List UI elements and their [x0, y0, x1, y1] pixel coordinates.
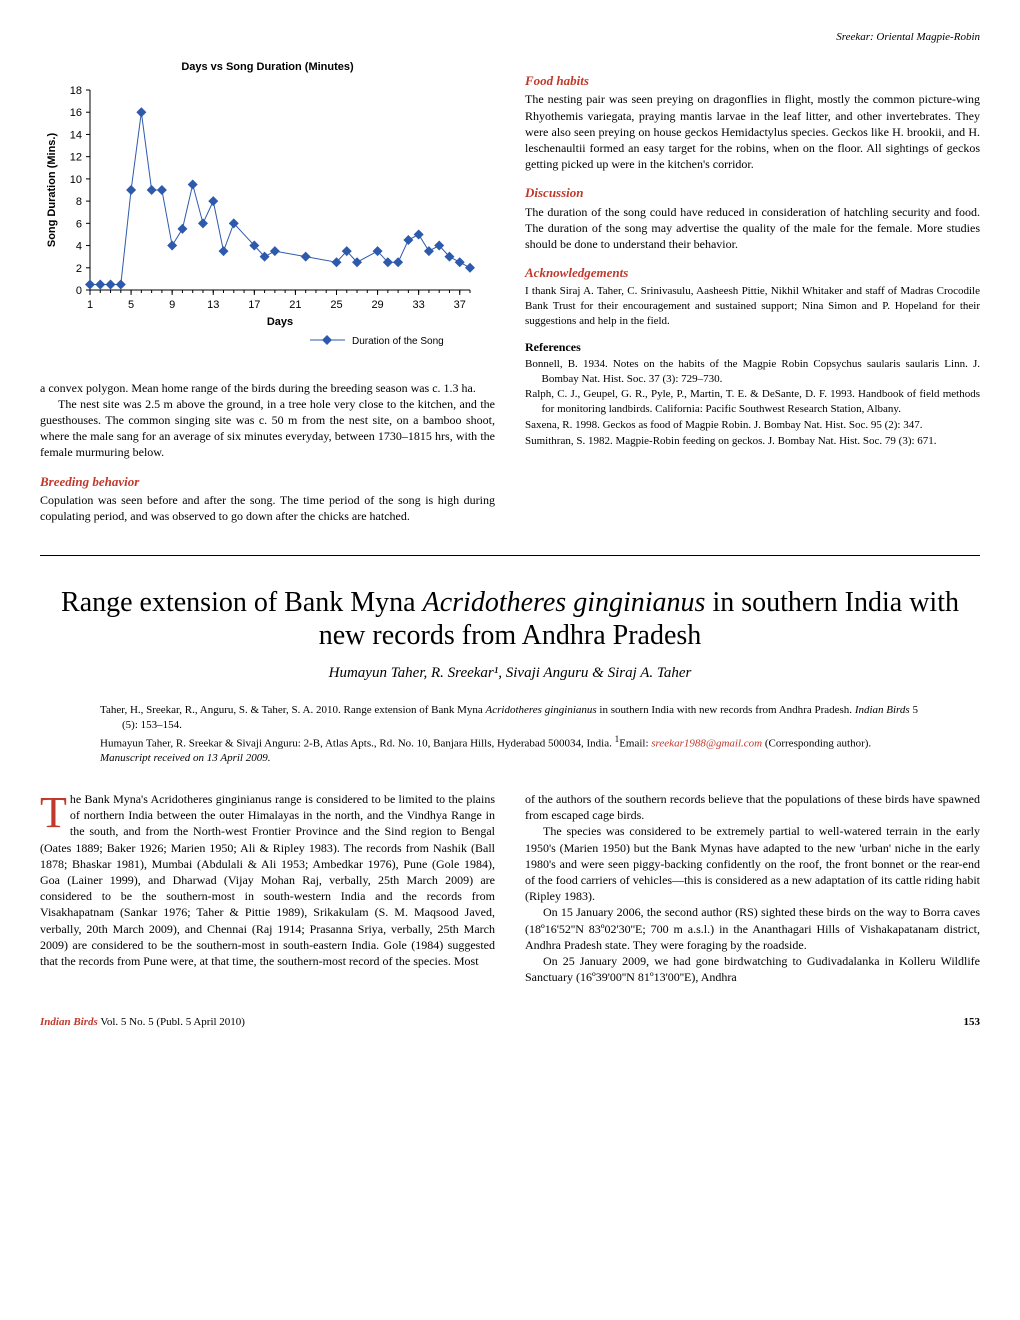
svg-text:1: 1 — [87, 299, 93, 311]
reference-item: Sumithran, S. 1982. Magpie-Robin feeding… — [525, 434, 980, 449]
running-head: Sreekar: Oriental Magpie-Robin — [40, 30, 980, 45]
svg-text:2: 2 — [76, 262, 82, 274]
para-nest: The nest site was 2.5 m above the ground… — [40, 396, 495, 461]
article2-right-col: of the authors of the southern records b… — [525, 791, 980, 985]
breeding-body: Copulation was seen before and after the… — [40, 492, 495, 524]
dropcap: T — [40, 791, 70, 831]
discussion-head: Discussion — [525, 184, 980, 202]
svg-text:18: 18 — [70, 85, 82, 97]
svg-text:5: 5 — [128, 299, 134, 311]
para-convex: a convex polygon. Mean home range of the… — [40, 380, 495, 396]
discussion-body: The duration of the song could have redu… — [525, 204, 980, 253]
citation-3: Manuscript received on 13 April 2009. — [100, 751, 920, 766]
article2-left-col: The Bank Myna's Acridotheres ginginianus… — [40, 791, 495, 985]
svg-text:6: 6 — [76, 218, 82, 230]
reference-item: Bonnell, B. 1934. Notes on the habits of… — [525, 357, 980, 387]
svg-text:Song Duration (Mins.): Song Duration (Mins.) — [46, 132, 58, 247]
article2-para1: The Bank Myna's Acridotheres ginginianus… — [40, 791, 495, 969]
svg-text:33: 33 — [413, 299, 425, 311]
article2-authors: Humayun Taher, R. Sreekar¹, Sivaji Angur… — [40, 663, 980, 683]
svg-text:21: 21 — [289, 299, 301, 311]
svg-text:29: 29 — [371, 299, 383, 311]
chart-svg: 0 2 4 6 8 10 12 14 16 18 1 5 9 13 17 21 25 29 33 37 Days Song… — [40, 80, 480, 360]
svg-text:Duration of the Song: Duration of the Song — [352, 336, 444, 347]
citation-1: Taher, H., Sreekar, R., Anguru, S. & Tah… — [100, 703, 920, 733]
right-column: Food habits The nesting pair was seen pr… — [525, 60, 980, 525]
article2-para-r4: On 25 January 2009, we had gone birdwatc… — [525, 953, 980, 985]
citation-block: Taher, H., Sreekar, R., Anguru, S. & Tah… — [100, 703, 920, 766]
song-duration-chart: 0 2 4 6 8 10 12 14 16 18 1 5 9 13 17 21 25 29 33 37 Days Song… — [40, 80, 495, 360]
left-column: Days vs Song Duration (Minutes) 0 2 4 6 8 10 1… — [40, 60, 495, 525]
svg-text:0: 0 — [76, 285, 82, 297]
svg-text:14: 14 — [70, 129, 82, 141]
citation-2: Humayun Taher, R. Sreekar & Sivaji Angur… — [100, 733, 920, 752]
article2-title: Range extension of Bank Myna Acridothere… — [40, 586, 980, 653]
reference-item: Saxena, R. 1998. Geckos as food of Magpi… — [525, 418, 980, 433]
svg-text:9: 9 — [169, 299, 175, 311]
breeding-head: Breeding behavior — [40, 473, 495, 491]
svg-text:17: 17 — [248, 299, 260, 311]
svg-text:8: 8 — [76, 196, 82, 208]
corresponding-email: sreekar1988@gmail.com — [651, 737, 762, 749]
ack-body: I thank Siraj A. Taher, C. Srinivasulu, … — [525, 284, 980, 329]
footer-left: Indian Birds Vol. 5 No. 5 (Publ. 5 April… — [40, 1015, 245, 1030]
chart-title: Days vs Song Duration (Minutes) — [40, 60, 495, 75]
svg-text:13: 13 — [207, 299, 219, 311]
reference-item: Ralph, C. J., Geupel, G. R., Pyle, P., M… — [525, 387, 980, 417]
ack-head: Acknowledgements — [525, 264, 980, 282]
svg-text:10: 10 — [70, 174, 82, 186]
article2-body-columns: The Bank Myna's Acridotheres ginginianus… — [40, 791, 980, 985]
page-footer: Indian Birds Vol. 5 No. 5 (Publ. 5 April… — [40, 1015, 980, 1030]
article2-para-r1: of the authors of the southern records b… — [525, 791, 980, 823]
footer-page-number: 153 — [964, 1015, 981, 1030]
food-head: Food habits — [525, 72, 980, 90]
upper-article-columns: Days vs Song Duration (Minutes) 0 2 4 6 8 10 1… — [40, 60, 980, 525]
svg-text:25: 25 — [330, 299, 342, 311]
svg-text:4: 4 — [76, 240, 82, 252]
svg-text:16: 16 — [70, 107, 82, 119]
article-divider — [40, 555, 980, 556]
svg-text:12: 12 — [70, 151, 82, 163]
food-body: The nesting pair was seen preying on dra… — [525, 91, 980, 172]
svg-text:Days: Days — [267, 316, 293, 328]
svg-text:37: 37 — [454, 299, 466, 311]
ref-head: References — [525, 339, 980, 355]
article2-para-r2: The species was considered to be extreme… — [525, 823, 980, 904]
article2-para-r3: On 15 January 2006, the second author (R… — [525, 904, 980, 953]
references-list: Bonnell, B. 1934. Notes on the habits of… — [525, 357, 980, 449]
